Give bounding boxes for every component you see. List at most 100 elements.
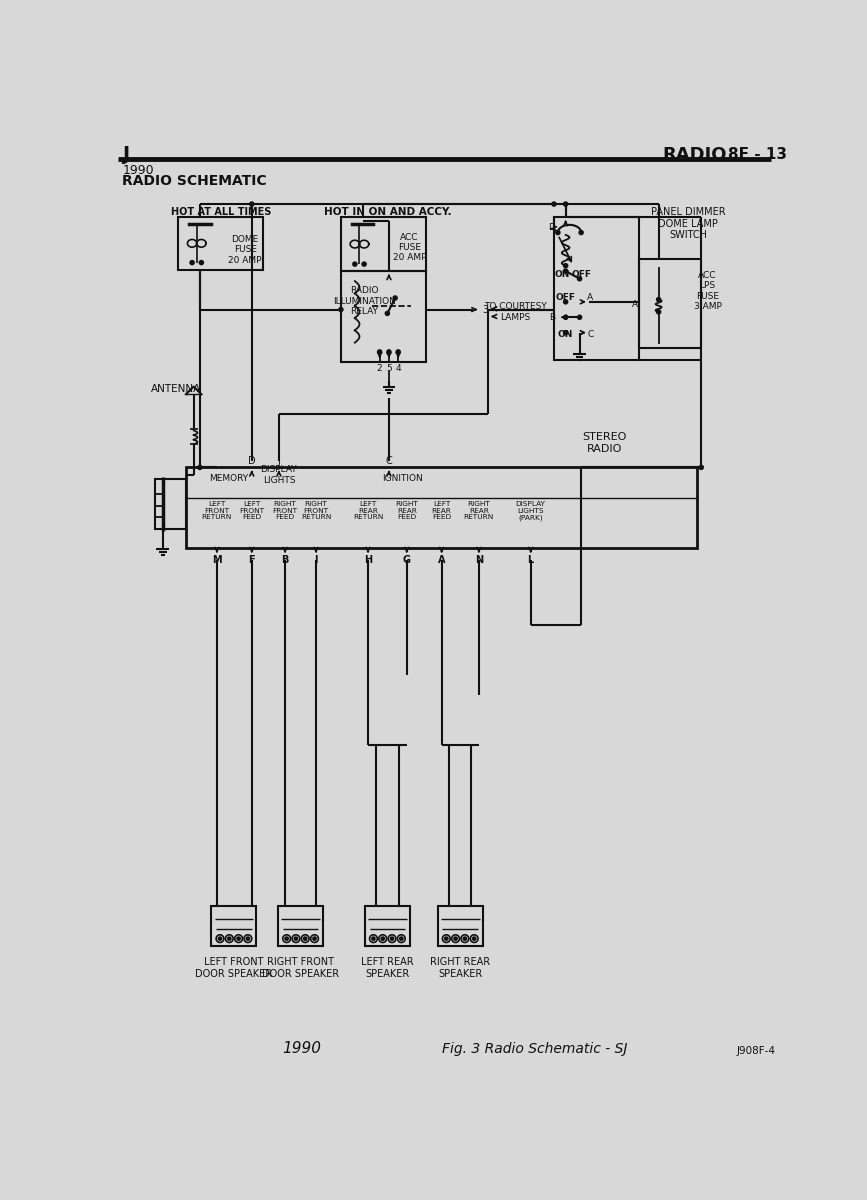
Text: (PARK): (PARK) — [518, 514, 543, 521]
Text: DISPLAY: DISPLAY — [516, 500, 545, 506]
Text: 4: 4 — [395, 365, 401, 373]
Text: LIGHTS: LIGHTS — [518, 508, 544, 514]
Circle shape — [198, 466, 202, 469]
Text: D: D — [248, 456, 256, 467]
Text: B: B — [549, 313, 555, 322]
Bar — [365, 906, 410, 947]
Text: RIGHT FRONT
DOOR SPEAKER: RIGHT FRONT DOOR SPEAKER — [262, 958, 339, 979]
Text: F: F — [249, 554, 255, 565]
Circle shape — [313, 937, 316, 940]
Circle shape — [463, 937, 466, 940]
Text: RIGHT REAR
SPEAKER: RIGHT REAR SPEAKER — [430, 958, 490, 979]
Text: ANTENNA: ANTENNA — [151, 384, 201, 394]
Text: DISPLAY
LIGHTS: DISPLAY LIGHTS — [261, 466, 297, 485]
Bar — [639, 259, 701, 348]
Text: OFF: OFF — [571, 270, 591, 280]
Circle shape — [473, 937, 476, 940]
Circle shape — [353, 262, 356, 266]
Circle shape — [362, 262, 366, 266]
Text: L: L — [528, 554, 534, 565]
Text: MEMORY: MEMORY — [209, 474, 248, 484]
Text: FEED: FEED — [432, 515, 451, 521]
Text: RIGHT: RIGHT — [395, 500, 418, 506]
Text: FEED: FEED — [276, 515, 295, 521]
Circle shape — [656, 310, 661, 313]
Text: 1990: 1990 — [122, 164, 154, 178]
Circle shape — [199, 260, 204, 264]
Bar — [212, 906, 257, 947]
Circle shape — [656, 298, 661, 301]
Text: A: A — [631, 300, 638, 308]
Text: ON: ON — [558, 330, 573, 340]
Bar — [178, 217, 264, 270]
Text: IGNITION: IGNITION — [382, 474, 423, 484]
Circle shape — [396, 350, 401, 354]
Text: ACC
FUSE
20 AMP: ACC FUSE 20 AMP — [393, 233, 427, 263]
Text: OFF: OFF — [556, 294, 576, 302]
Circle shape — [218, 937, 222, 940]
Text: TO COURTESY
LAMPS: TO COURTESY LAMPS — [484, 302, 546, 322]
Text: RIGHT: RIGHT — [467, 500, 490, 506]
Circle shape — [228, 937, 231, 940]
Circle shape — [190, 260, 194, 264]
Circle shape — [564, 202, 568, 206]
Bar — [186, 467, 697, 548]
Text: 5: 5 — [386, 365, 392, 373]
Circle shape — [552, 202, 556, 206]
Circle shape — [564, 264, 568, 268]
Text: C: C — [587, 330, 594, 340]
Text: LEFT: LEFT — [243, 500, 260, 506]
Text: I: I — [315, 554, 318, 565]
Text: RIGHT: RIGHT — [274, 500, 297, 506]
Circle shape — [390, 937, 394, 940]
Circle shape — [564, 269, 568, 272]
Text: J: J — [122, 145, 129, 164]
Circle shape — [250, 202, 254, 206]
Circle shape — [246, 937, 250, 940]
Text: FEED: FEED — [242, 515, 261, 521]
Circle shape — [577, 316, 582, 319]
Text: DOME
FUSE
20 AMP: DOME FUSE 20 AMP — [229, 235, 262, 265]
Bar — [278, 906, 323, 947]
Text: C: C — [386, 456, 392, 467]
Text: 2: 2 — [377, 365, 382, 373]
Text: FRONT: FRONT — [272, 508, 297, 514]
Text: RADIO
ILLUMINATION
RELAY: RADIO ILLUMINATION RELAY — [333, 287, 395, 317]
Text: J: J — [277, 456, 280, 467]
Circle shape — [445, 937, 448, 940]
Circle shape — [556, 230, 560, 234]
Text: 8F - 13: 8F - 13 — [728, 148, 787, 162]
Circle shape — [378, 350, 381, 354]
Bar — [155, 479, 186, 529]
Circle shape — [285, 937, 288, 940]
Text: H: H — [364, 554, 372, 565]
Circle shape — [564, 331, 568, 335]
Text: A: A — [587, 294, 593, 302]
Text: RADIO: RADIO — [662, 145, 727, 163]
Text: LEFT: LEFT — [359, 500, 376, 506]
Circle shape — [454, 937, 457, 940]
Text: FRONT: FRONT — [303, 508, 329, 514]
Text: 1990: 1990 — [283, 1042, 322, 1056]
Text: B: B — [282, 554, 289, 565]
Text: N: N — [475, 554, 483, 565]
Circle shape — [303, 937, 307, 940]
Bar — [554, 217, 639, 360]
Circle shape — [400, 937, 403, 940]
Text: D: D — [548, 223, 555, 232]
Text: REAR: REAR — [432, 508, 452, 514]
Bar — [341, 271, 426, 362]
Circle shape — [295, 937, 297, 940]
Circle shape — [386, 312, 389, 316]
Circle shape — [577, 277, 582, 281]
Text: LEFT: LEFT — [433, 500, 450, 506]
Circle shape — [394, 296, 397, 300]
Text: RETURN: RETURN — [202, 515, 232, 521]
Circle shape — [564, 300, 568, 304]
Circle shape — [579, 230, 583, 234]
Text: RETURN: RETURN — [353, 515, 383, 521]
Text: M: M — [212, 554, 222, 565]
Text: FRONT: FRONT — [239, 508, 264, 514]
Text: REAR: REAR — [469, 508, 489, 514]
Circle shape — [372, 937, 375, 940]
